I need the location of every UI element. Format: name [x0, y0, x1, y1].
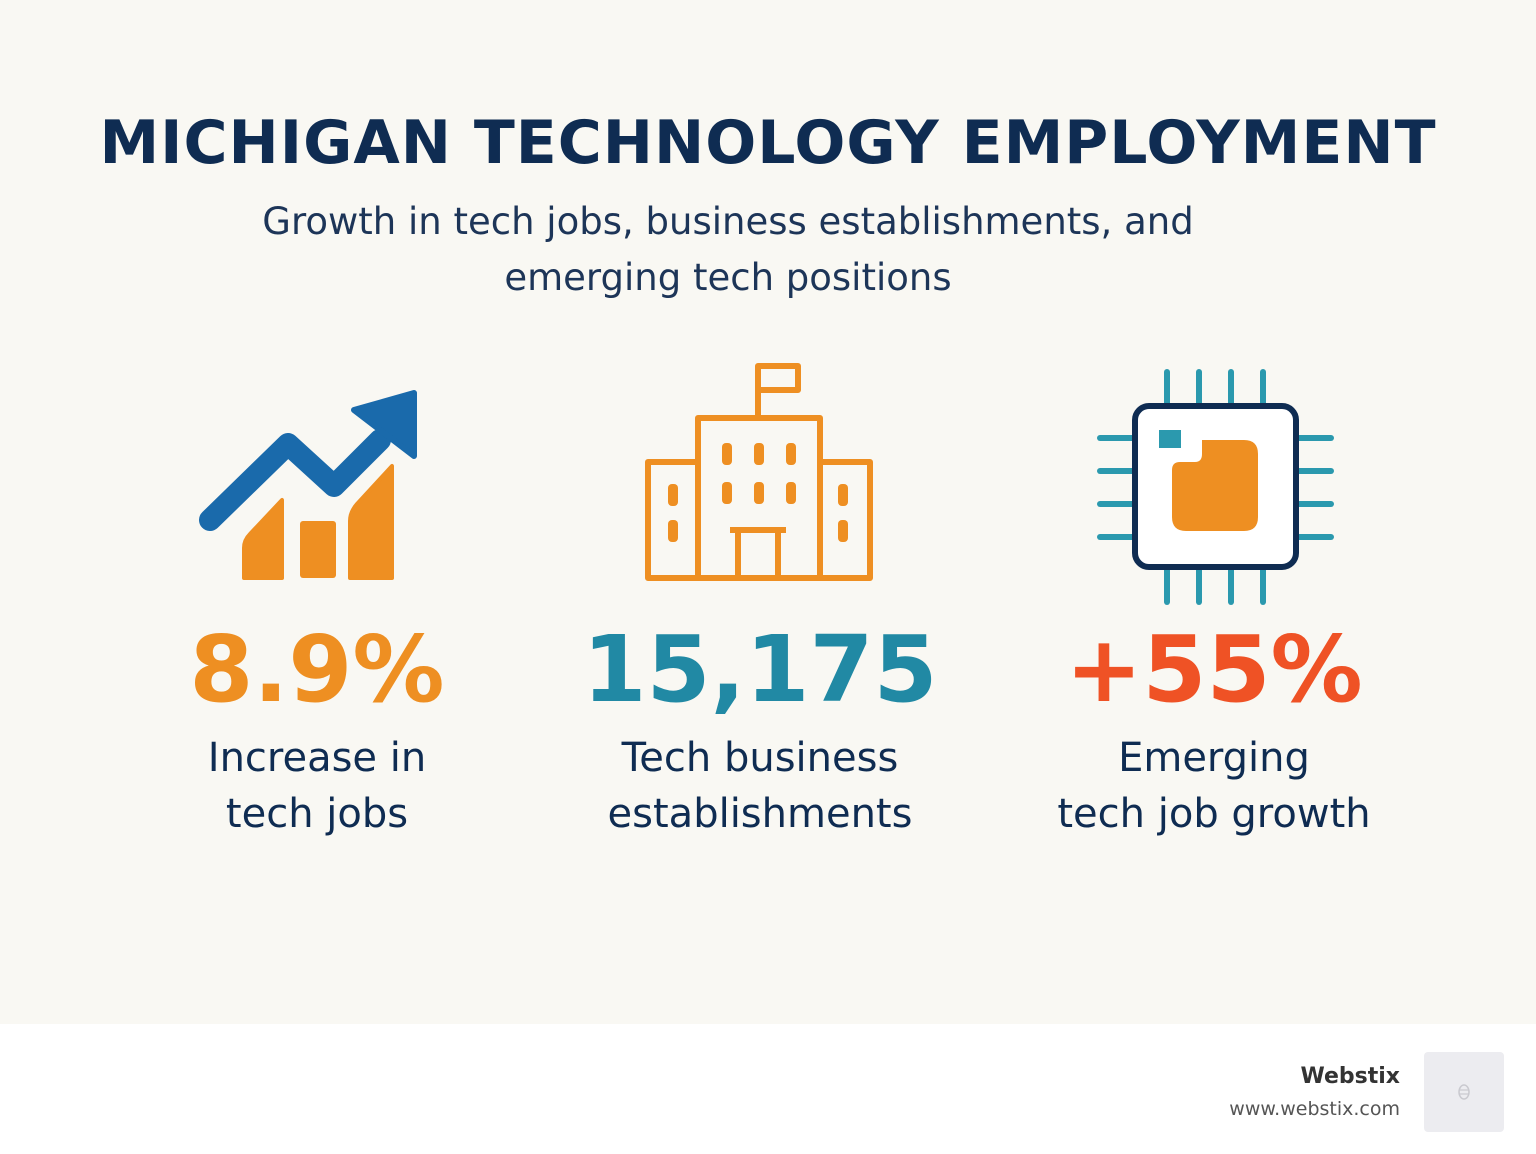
brand-logo-badge	[1424, 1052, 1504, 1132]
stat-label: Tech business establishments	[458, 730, 1062, 842]
stat-label: Emerging tech job growth	[914, 730, 1514, 842]
stat-value: 15,175	[582, 616, 938, 723]
stat-label-line-2: tech jobs	[225, 791, 409, 837]
stat-value: +55%	[1065, 616, 1363, 723]
footer	[0, 1024, 1536, 1154]
stat-value: 8.9%	[189, 616, 445, 723]
page-title: MICHIGAN TECHNOLOGY EMPLOYMENT	[99, 108, 1437, 178]
subtitle-line-2: emerging tech positions	[504, 256, 952, 299]
bee-logo-icon	[1458, 1084, 1470, 1100]
microchip-icon	[1097, 369, 1334, 605]
stat-label: Increase in tech jobs	[0, 730, 634, 842]
trending-chart-icon	[199, 390, 417, 580]
brand-url-link[interactable]: www.webstix.com	[1229, 1098, 1400, 1120]
stat-label-line-1: Tech business	[621, 735, 899, 781]
stat-label-line-2: tech job growth	[1057, 791, 1371, 837]
office-building-icon	[645, 363, 873, 581]
stat-label-line-1: Increase in	[207, 735, 427, 781]
stat-label-line-1: Emerging	[1118, 735, 1310, 781]
page-subtitle: Growth in tech jobs, business establishm…	[208, 194, 1248, 306]
subtitle-line-1: Growth in tech jobs, business establishm…	[262, 200, 1194, 243]
brand-name: Webstix	[1300, 1064, 1401, 1089]
stat-label-line-2: establishments	[607, 791, 913, 837]
